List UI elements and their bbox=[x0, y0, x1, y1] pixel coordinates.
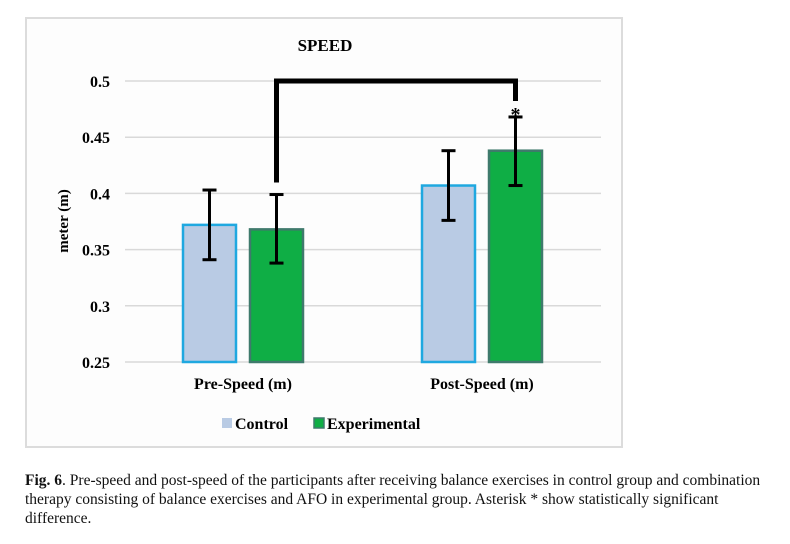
caption-text: . Pre-speed and post-speed of the partic… bbox=[25, 472, 761, 527]
y-tick-label: 0.4 bbox=[90, 186, 110, 203]
x-tick-label: Post-Speed (m) bbox=[430, 376, 534, 393]
x-tick-label: Pre-Speed (m) bbox=[194, 376, 292, 393]
chart-title: SPEED bbox=[298, 36, 353, 55]
figure-label: Fig. 6 bbox=[25, 472, 63, 489]
legend-label-control: Control bbox=[235, 416, 289, 433]
significance-bracket bbox=[274, 78, 518, 183]
y-tick-label: 0.5 bbox=[90, 74, 110, 91]
y-axis-label: meter (m) bbox=[56, 189, 72, 252]
legend-swatch-control bbox=[222, 418, 232, 428]
y-tick-label: 0.45 bbox=[82, 130, 110, 147]
y-tick-label: 0.3 bbox=[90, 299, 110, 316]
significance-asterisk: * bbox=[511, 104, 521, 126]
legend-swatch-experimental bbox=[313, 417, 325, 429]
figure-caption: Fig. 6. Pre-speed and post-speed of the … bbox=[25, 471, 785, 528]
bar-chart: SPEED meter (m) 0.250.30.350.40.450.5 * … bbox=[56, 36, 601, 433]
y-tick-label: 0.25 bbox=[82, 355, 110, 372]
legend-label-experimental: Experimental bbox=[327, 416, 421, 433]
y-tick-label: 0.35 bbox=[82, 243, 110, 260]
